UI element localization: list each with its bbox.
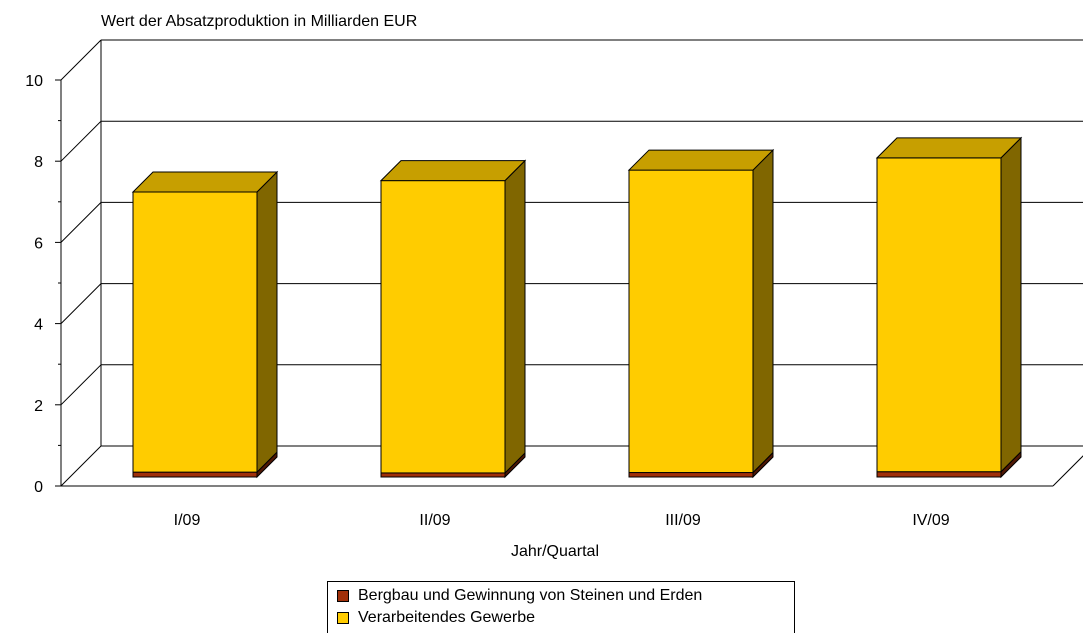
y-tick-label-0: 0 bbox=[34, 479, 43, 496]
y-tick-label-4: 8 bbox=[34, 154, 43, 171]
gridline-side-1 bbox=[60, 364, 102, 406]
bar-I/09-0 bbox=[132, 471, 258, 478]
bar-IV/09-1 bbox=[876, 157, 1002, 473]
x-axis-label: Jahr/Quartal bbox=[511, 543, 599, 560]
bar-top-IV/09 bbox=[875, 137, 1023, 159]
y-tick-label-2: 4 bbox=[34, 317, 43, 334]
chart-legend: Bergbau und Gewinnung von Steinen und Er… bbox=[327, 581, 795, 633]
legend-item-bergbau: Bergbau und Gewinnung von Steinen und Er… bbox=[337, 585, 794, 607]
x-tick-label-2: III/09 bbox=[665, 512, 701, 529]
bar-II/09-1 bbox=[380, 180, 506, 474]
gridline-side-3 bbox=[60, 202, 102, 243]
chart-bars bbox=[131, 136, 1023, 479]
bar-IV/09-0 bbox=[876, 471, 1002, 478]
legend-item-verarbeitendes-gewerbe: Verarbeitendes Gewerbe bbox=[337, 607, 794, 629]
floor-right-edge bbox=[1052, 455, 1083, 487]
legend-swatch-verarbeitendes-gewerbe bbox=[337, 612, 349, 624]
gridline-side-5 bbox=[60, 39, 102, 81]
bar-top-III/09 bbox=[627, 149, 775, 171]
bar-I/09-1 bbox=[132, 191, 258, 473]
gridline-side-2 bbox=[60, 283, 102, 324]
bar-side-IV/09-1 bbox=[1000, 136, 1022, 473]
bar-III/09-1 bbox=[628, 169, 754, 474]
x-tick-label-1: II/09 bbox=[419, 512, 450, 529]
legend-label-verarbeitendes-gewerbe: Verarbeitendes Gewerbe bbox=[358, 609, 535, 626]
bar-III/09-0 bbox=[628, 472, 754, 478]
y-tick-label-5: 10 bbox=[25, 73, 43, 90]
bar-side-I/09-1 bbox=[256, 170, 278, 474]
y-tick-label-1: 2 bbox=[34, 398, 43, 415]
gridline-side-4 bbox=[60, 120, 102, 162]
x-tick-label-3: IV/09 bbox=[912, 512, 949, 529]
bar-top-I/09 bbox=[131, 171, 279, 193]
bar-top-II/09 bbox=[379, 160, 527, 182]
y-tick-label-3: 6 bbox=[34, 235, 43, 252]
bar-side-III/09-1 bbox=[752, 148, 774, 474]
legend-swatch-bergbau bbox=[337, 590, 349, 602]
x-tick-label-0: I/09 bbox=[174, 512, 201, 529]
gridline-side-0 bbox=[60, 445, 102, 487]
bar-side-II/09-1 bbox=[504, 159, 526, 475]
chart-title: Wert der Absatzproduktion in Milliarden … bbox=[101, 13, 417, 30]
legend-label-bergbau: Bergbau und Gewinnung von Steinen und Er… bbox=[358, 587, 703, 604]
chart-labels: 0 2 4 6 8 10 I/09 II/09 III/09 IV/09 Wert der Absa… bbox=[25, 13, 950, 560]
bar-II/09-0 bbox=[380, 472, 506, 478]
